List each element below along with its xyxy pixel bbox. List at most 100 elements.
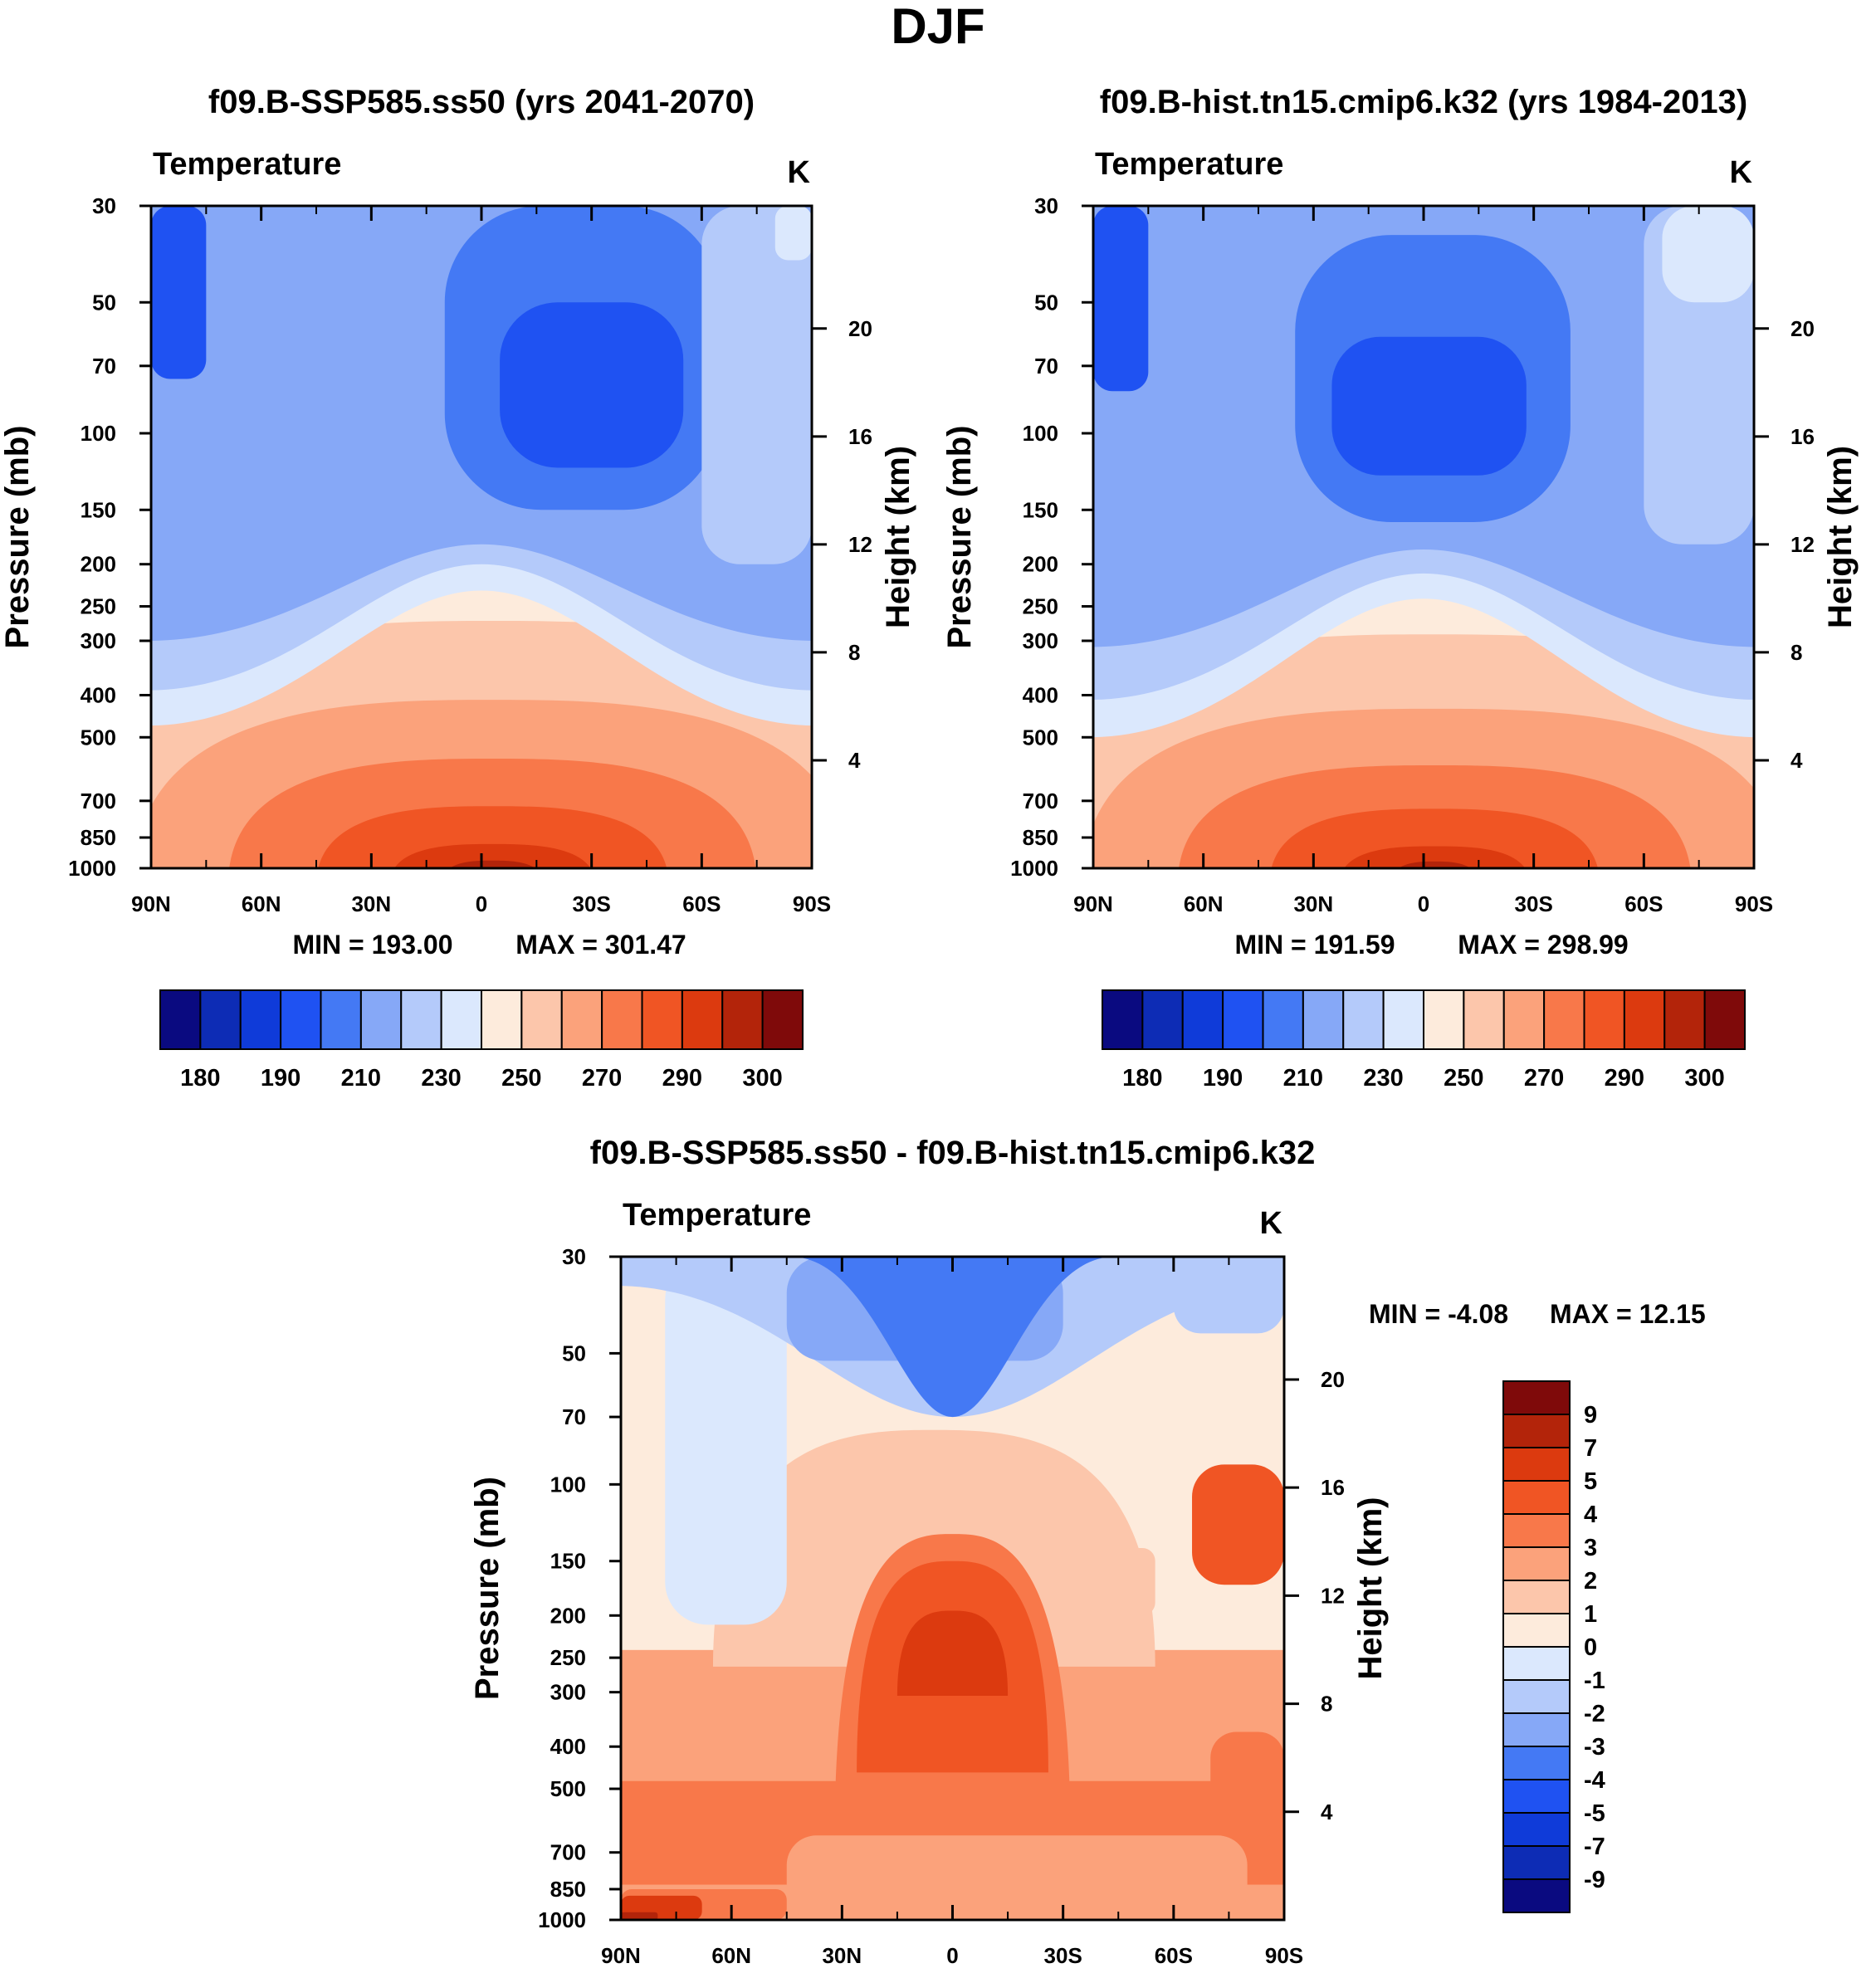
y-tick-label: 1000 [538,1907,586,1932]
y-tick-label: 700 [550,1840,586,1865]
colorbar-swatch [1102,989,1144,1050]
y-axis-title: Pressure (mb) [469,1477,506,1700]
colorbar-swatch [721,989,764,1050]
colorbar-swatch [1141,989,1184,1050]
y2-axis: 20 16 12 8 4 [1284,1367,1345,1824]
x-tick-label: 60S [1155,1943,1193,1968]
colorbar-swatch [641,989,683,1050]
y-tick-label: 30 [562,1244,586,1269]
colorbar-swatch [1502,1546,1571,1581]
x-axis: 90N 60N 30N 0 30S 60S 90S [601,1257,1303,1968]
y-tick-label: 50 [562,1341,586,1365]
contour-region-13 [1093,206,1149,392]
colorbar-swatch [280,989,322,1050]
contour-region-7 [1399,861,1471,868]
x-tick-label: 90N [131,891,171,916]
colorbar-label: 270 [1524,1065,1564,1092]
y2-tick-label: 16 [848,424,872,449]
y-tick-label: 200 [81,552,116,577]
y2-tick-label: 4 [1321,1800,1333,1824]
contour-region-13 [151,206,207,379]
y2-axis: 20 16 12 8 4 [812,316,872,773]
x-tick-label: 60S [682,891,721,916]
colorbar-swatch [481,989,523,1050]
y2-tick-label: 20 [1321,1367,1345,1392]
y2-axis-title: Height (km) [1822,446,1859,628]
colorbar-label: 0 [1584,1634,1597,1661]
contour-region-17 [790,1257,1115,1418]
colorbar-label: -7 [1584,1834,1605,1860]
colorbar-label: -4 [1584,1767,1605,1794]
y-tick-label: 850 [81,825,116,850]
colorbar-label: -9 [1584,1867,1605,1893]
colorbar-label: 9 [1584,1402,1597,1429]
colorbar-swatch [1502,1845,1571,1880]
colorbar-swatch [1181,989,1224,1050]
y-tick-label: 250 [1023,594,1058,619]
contour-region-6 [1344,846,1525,868]
colorbar-swatch [1623,989,1666,1050]
y-tick-label: 70 [562,1404,586,1429]
colorbar-label: -3 [1584,1734,1605,1761]
y-tick-label: 100 [1023,421,1058,446]
colorbar-swatch [1502,1513,1571,1548]
colorbar-label: 290 [662,1065,702,1092]
colorbar-label: 180 [1122,1065,1162,1092]
colorbar-label: 190 [261,1065,300,1092]
y-axis-title: Pressure (mb) [941,426,978,649]
colorbar-swatch [400,989,442,1050]
panels: f09.B-SSP585.ss50 (yrs 2041-2070) Tempera… [0,84,1859,1968]
contour-region-8 [786,1835,1248,1920]
y2-tick-label: 12 [1791,532,1815,557]
colorbar-label: 300 [742,1065,782,1092]
y-tick-label: 850 [1023,825,1058,850]
contour-region-6 [394,843,591,868]
x-tick-label: 30N [351,891,391,916]
y2-tick-label: 8 [848,640,860,665]
x-tick-label: 60S [1624,891,1663,916]
y-tick-label: 200 [550,1603,586,1628]
x-axis: 90N 60N 30N 0 30S 60S 90S [131,206,831,916]
colorbar: 9 7 5 4 3 2 1 0 -1 -2 -3 -4 -5 -7 -9 [1502,1380,1605,1913]
min-label: MIN = 193.00 [293,930,453,960]
y-tick-label: 100 [81,421,116,446]
y2-tick-label: 20 [1791,316,1815,341]
y-tick-label: 300 [550,1680,586,1705]
contour-region-9 [1192,1464,1284,1585]
y-tick-label: 30 [92,193,116,218]
contour-region-10 [1210,1731,1284,1839]
colorbar-swatch [1502,1812,1571,1847]
x-tick-label: 60N [1184,891,1224,916]
y-tick-label: 50 [92,290,116,315]
colorbar-swatch [1222,989,1264,1050]
panel-2: f09.B-hist.tn15.cmip6.k32 (yrs 1984-2013… [941,84,1859,1092]
contour-region-18 [1173,1257,1284,1334]
colorbar-label: 230 [1363,1065,1403,1092]
y-tick-label: 500 [1023,725,1058,750]
y-tick-label: 150 [550,1549,586,1574]
x-tick-label: 0 [946,1943,958,1968]
y-axis-title: Pressure (mb) [0,426,36,649]
variable-label: Temperature [153,147,341,182]
y-tick-label: 100 [550,1472,586,1497]
contour-region-7 [449,860,535,868]
x-axis: 90N 60N 30N 0 30S 60S 90S [1073,206,1773,916]
colorbar-swatch [1502,1447,1571,1482]
x-tick-label: 0 [1418,891,1429,916]
x-tick-label: 0 [476,891,487,916]
colorbar-swatch [520,989,563,1050]
y-tick-label: 850 [550,1877,586,1902]
colorbar-swatch [440,989,482,1050]
contour-field [621,1257,1284,1920]
colorbar-label: 7 [1584,1435,1597,1462]
y2-tick-label: 20 [848,316,872,341]
colorbar-label: 250 [1444,1065,1483,1092]
y-axis: 30 50 70 100 150 200 250 300 400 500 700 850 1000 [538,1244,621,1932]
x-tick-label: 90N [1073,891,1113,916]
colorbar-swatch [1502,1580,1571,1614]
y-axis: 30 50 70 100 150 200 250 300 400 500 700 850 1000 [68,193,151,881]
colorbar-swatch [1502,1613,1571,1648]
y-tick-label: 150 [81,497,116,522]
y-tick-label: 1000 [68,856,116,881]
